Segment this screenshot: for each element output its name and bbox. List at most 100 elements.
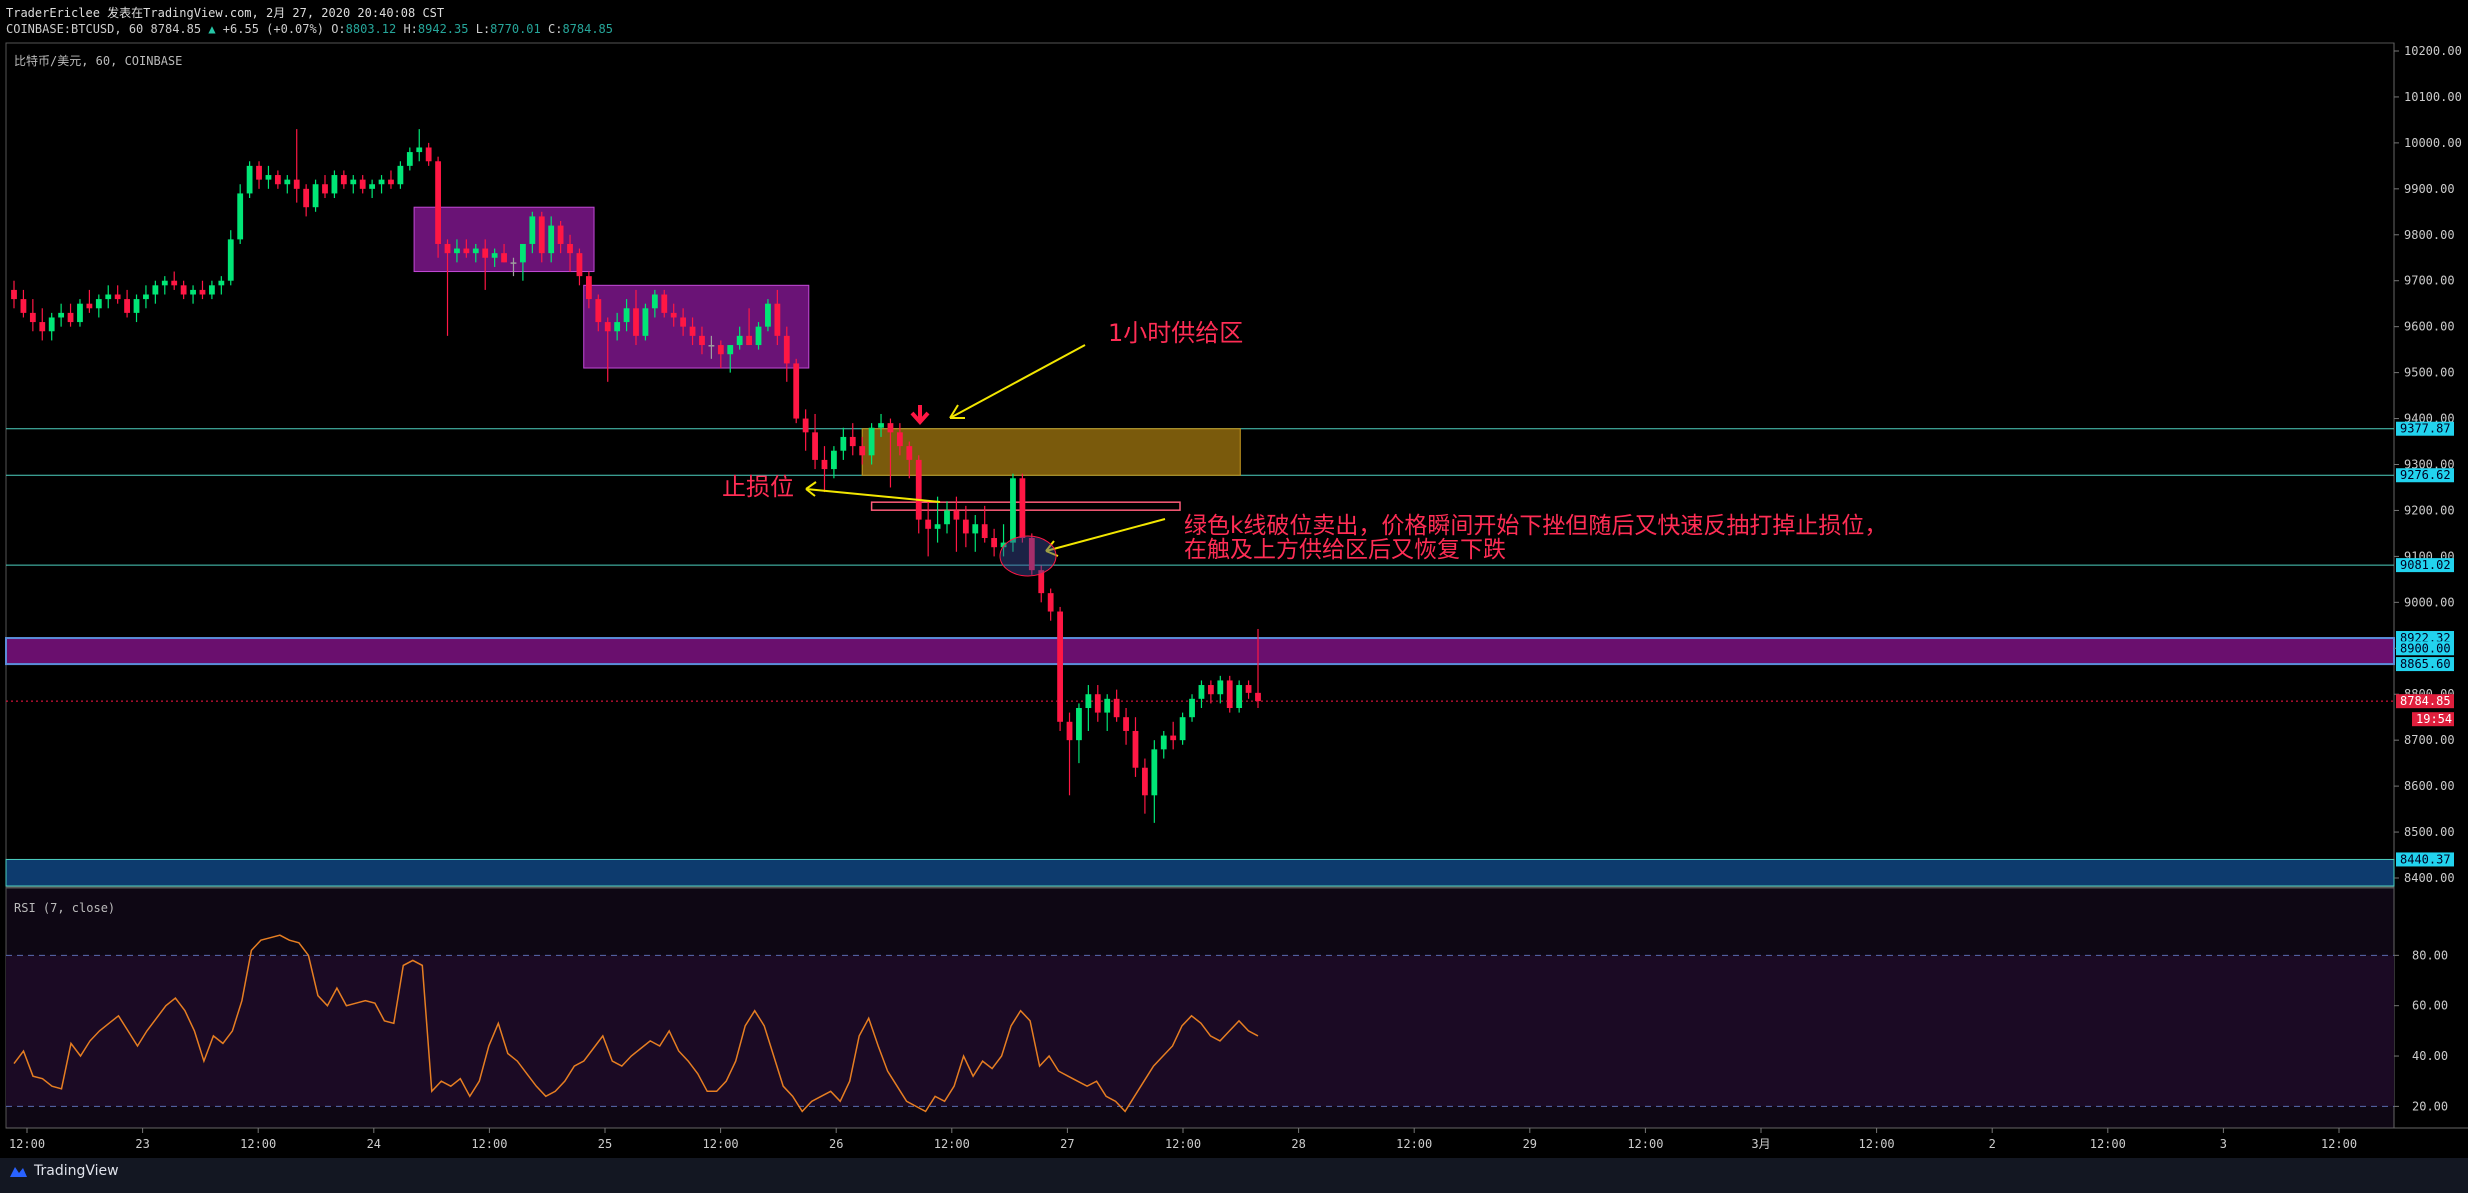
- candle-body: [425, 147, 432, 162]
- trading-chart[interactable]: 10200.00 10100.00 10000.00 9900.00 9800.00 97…: [0, 0, 2468, 1158]
- candle-body: [20, 299, 27, 313]
- price-tick-label: 8700.00: [2404, 733, 2455, 747]
- candle-body: [58, 312, 65, 318]
- candle-body: [463, 248, 470, 254]
- candle-body: [1255, 692, 1261, 702]
- rsi-tick-label: 40.00: [2412, 1049, 2448, 1063]
- rsi-zone-fill: [6, 955, 2394, 1107]
- candle-body: [680, 317, 687, 327]
- sell-arrow-icon: [910, 405, 930, 426]
- lower-support-band: [5, 858, 2395, 887]
- price-level-badge: [2396, 421, 2454, 436]
- candle-body: [1104, 698, 1111, 713]
- candle-body: [812, 432, 818, 460]
- price-tick-label: 9200.00: [2404, 503, 2455, 517]
- candle-body: [623, 308, 630, 323]
- resistance-band: [5, 637, 2395, 666]
- pane-title: 比特币/美元, 60, COINBASE: [14, 53, 182, 68]
- candle-body: [793, 363, 800, 419]
- chart-header-ohlc: COINBASE:BTCUSD, 60 8784.85 ▲ +6.55 (+0.…: [6, 22, 613, 36]
- time-tick-label: 12:00: [9, 1137, 45, 1151]
- candle-body: [1189, 698, 1195, 718]
- candle-body: [1170, 735, 1177, 741]
- candle-body: [482, 248, 489, 258]
- time-tick-label: 12:00: [471, 1137, 507, 1151]
- comment-line-1: 绿色k线破位卖出，价格瞬间开始下挫但随后又快速反抽打掉止损位，: [1184, 513, 1887, 539]
- candle-body: [1113, 698, 1120, 718]
- price-tick-label: 10100.00: [2404, 90, 2462, 104]
- price-level-badge: [2396, 852, 2454, 867]
- candle-body: [133, 299, 140, 313]
- candle-body: [567, 243, 573, 254]
- candle-body: [962, 519, 969, 534]
- candle-body: [529, 216, 536, 244]
- price-tick-label: 9900.00: [2404, 182, 2455, 196]
- candle-body: [595, 299, 602, 323]
- price-level-badge: [2396, 641, 2454, 656]
- tradingview-cloud-icon: [10, 1167, 27, 1177]
- candle-body: [397, 165, 404, 185]
- price-level-label: 8440.37: [2400, 852, 2451, 866]
- time-tick-label: 28: [1291, 1137, 1305, 1151]
- candle-body: [510, 262, 517, 264]
- comment-arrow-line: [1045, 518, 1166, 552]
- candle-body: [1245, 685, 1252, 693]
- open-value: 8803.12: [345, 22, 397, 36]
- candle-body: [105, 294, 112, 300]
- price-tick-label: 8500.00: [2404, 825, 2455, 839]
- candle-body: [322, 184, 328, 194]
- candle-body: [717, 345, 724, 355]
- candle-body: [736, 335, 743, 346]
- candle-body: [303, 188, 310, 208]
- candle-body: [124, 299, 130, 313]
- close-value: 8784.85: [562, 22, 614, 36]
- candle-body: [218, 280, 225, 286]
- supply-zone-box: [583, 284, 810, 369]
- candle-body: [708, 345, 715, 347]
- candle-body: [557, 225, 564, 244]
- price-level-label: 8865.60: [2400, 657, 2451, 671]
- supply-zone-label: 1小时供给区: [1108, 319, 1243, 347]
- candle-body: [454, 248, 460, 254]
- candle-body: [604, 322, 611, 332]
- axis-layer: 10200.00 10100.00 10000.00 9900.00 9800.00 97…: [9, 44, 2462, 1151]
- price-tick-label: 10200.00: [2404, 44, 2462, 58]
- candle-body: [190, 289, 196, 295]
- candle-body: [878, 423, 884, 428]
- time-axis[interactable]: [6, 1128, 2394, 1156]
- annotation-layer: [805, 344, 1166, 577]
- candle-body: [1047, 593, 1054, 612]
- time-tick-label: 12:00: [1627, 1137, 1663, 1151]
- candle-body: [161, 280, 168, 286]
- candle-body: [896, 432, 903, 447]
- candle-body: [576, 253, 583, 277]
- tradingview-logo[interactable]: TradingView: [6, 1163, 119, 1179]
- time-tick-label: 24: [367, 1137, 381, 1151]
- price-level-badge: [2396, 468, 2454, 483]
- price-change: +6.55 (+0.07%): [222, 22, 324, 36]
- comment-line-2: 在触及上方供给区后又恢复下跌: [1184, 537, 1506, 563]
- symbol-label[interactable]: COINBASE:BTCUSD, 60: [6, 22, 144, 36]
- candle-body: [868, 427, 875, 456]
- time-tick-label: 27: [1060, 1137, 1074, 1151]
- candle-body: [831, 450, 837, 470]
- price-tick-label: 9700.00: [2404, 274, 2455, 288]
- candle-body: [1198, 685, 1205, 699]
- candle-body: [284, 179, 291, 185]
- candle-body: [1028, 538, 1035, 571]
- time-tick-label: 3: [2220, 1137, 2227, 1151]
- candle-body: [435, 161, 441, 244]
- rsi-tick-label: 20.00: [2412, 1099, 2448, 1113]
- price-tick-label: 9800.00: [2404, 228, 2455, 242]
- candle-body: [1057, 611, 1063, 722]
- candle-body: [293, 179, 300, 189]
- candle-body: [472, 248, 479, 254]
- candles-layer: [11, 129, 1261, 823]
- candle-body: [340, 175, 347, 185]
- price-tick-label: 9300.00: [2404, 458, 2455, 472]
- candle-body: [802, 418, 809, 433]
- candle-body: [388, 179, 394, 185]
- candle-body: [915, 459, 922, 520]
- price-axis[interactable]: [2394, 43, 2468, 1128]
- candle-body: [246, 165, 253, 194]
